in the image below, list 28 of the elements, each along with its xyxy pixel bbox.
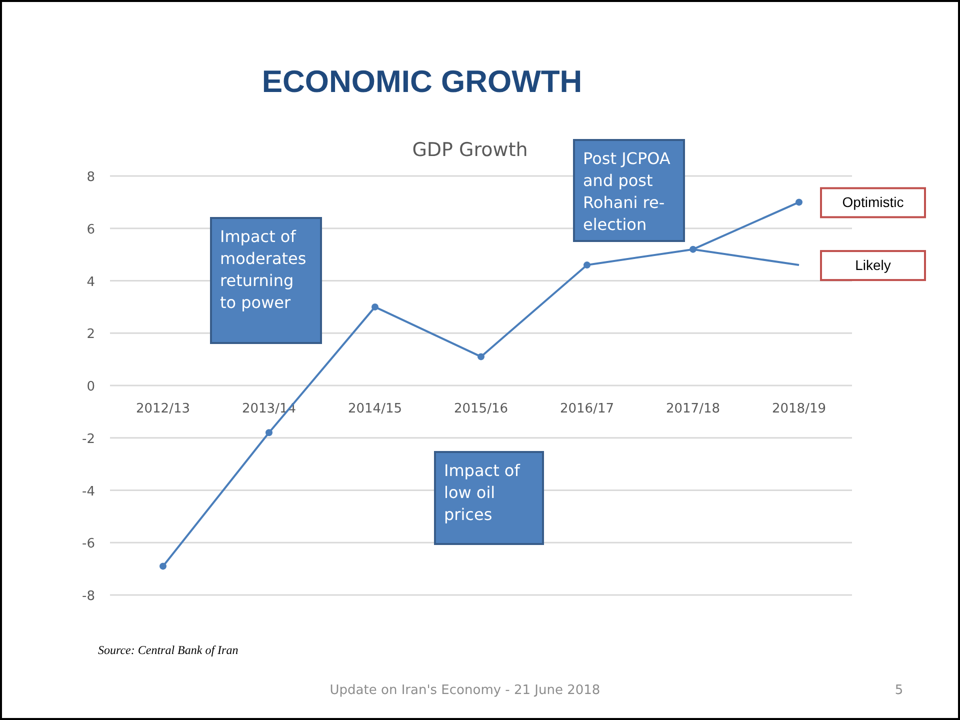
x-tick-label: 2018/19 <box>772 402 826 416</box>
x-tick-label: 2016/17 <box>560 402 614 416</box>
annotation: Post JCPOA and post Rohani re-election <box>583 149 670 234</box>
chart-subtitle: GDP Growth <box>412 139 528 161</box>
y-tick-label: -4 <box>82 484 95 500</box>
name-tag: Optimistic <box>820 187 926 218</box>
source-note: Source: Central Bank of Iran <box>98 643 238 657</box>
x-tick-label: 2015/16 <box>454 402 508 416</box>
y-tick-label: 2 <box>86 327 95 342</box>
x-tick-label: 2012/13 <box>136 402 190 416</box>
annotation: Impact of low oil prices <box>444 461 520 524</box>
text: Update on Iran's Economy - 21 June 2018 <box>330 683 600 698</box>
text-callout: Impact of low oil prices <box>434 451 544 545</box>
y-tick-label: 8 <box>86 170 95 185</box>
text-callout: Post JCPOA and post Rohani re-election <box>573 139 685 242</box>
y-tick-label: 6 <box>86 222 95 238</box>
name-tag: Likely <box>820 250 926 282</box>
annotation: Impact of moderates returning to power <box>220 227 306 312</box>
y-tick-label: -2 <box>82 432 95 447</box>
text-callout: Impact of moderates returning to power <box>210 217 322 344</box>
chart-title: ECONOMIC GROWTH <box>262 64 582 99</box>
y-tick-label: 0 <box>86 380 95 394</box>
text: 5 <box>894 683 904 698</box>
y-tick-label: -6 <box>82 536 95 552</box>
x-tick-label: 2017/18 <box>666 402 720 416</box>
x-tick-label: 2014/15 <box>348 402 402 416</box>
y-tick-label: 4 <box>86 274 95 290</box>
y-tick-label: -8 <box>82 589 95 604</box>
